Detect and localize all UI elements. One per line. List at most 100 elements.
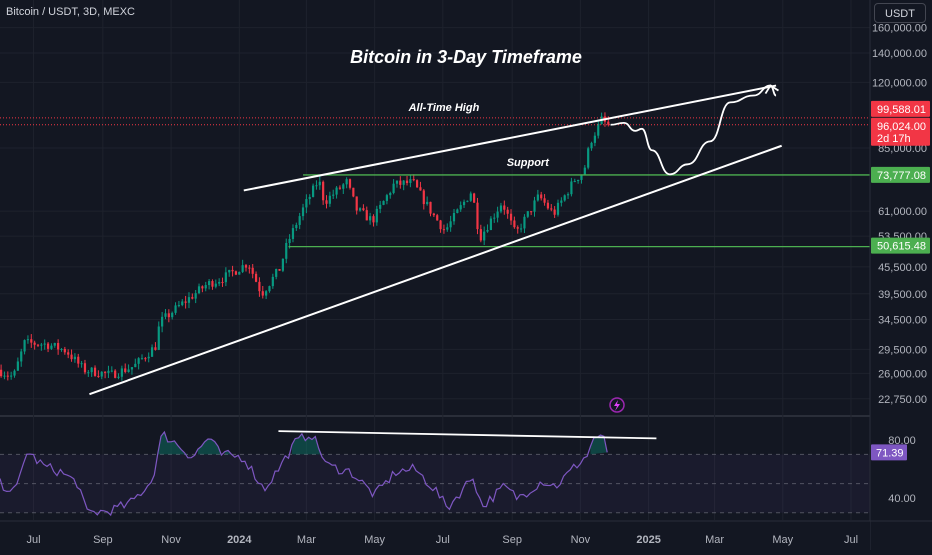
candle-body (450, 221, 452, 227)
candle-body (154, 347, 156, 350)
candle-body (379, 205, 381, 209)
time-tick-label: 2024 (227, 534, 252, 546)
rsi-tick-label: 40.00 (888, 493, 916, 505)
candle-body (57, 343, 59, 349)
price-tick-label: 39,500.00 (878, 289, 927, 301)
support-price-badge: 73,777.08 (871, 167, 930, 183)
candle-body (198, 286, 200, 293)
price-tick-label: 26,000.00 (878, 368, 927, 380)
candle-body (262, 291, 264, 295)
candle-body (138, 358, 140, 364)
candle-body (590, 143, 592, 148)
candle-body (473, 194, 475, 203)
candle-body (3, 376, 5, 377)
candle-body (386, 195, 388, 201)
candle-body (416, 180, 418, 187)
candle-body (242, 265, 244, 272)
price-tick-label: 160,000.00 (872, 23, 927, 35)
candle-body (305, 199, 307, 207)
candle-body (393, 184, 395, 193)
candle-body (188, 297, 190, 303)
time-tick-label: Nov (161, 534, 181, 546)
candle-body (567, 194, 569, 195)
candle-body (597, 124, 599, 136)
candle-body (510, 214, 512, 221)
candle-body (248, 268, 250, 269)
candle-body (490, 219, 492, 230)
candle-body (124, 368, 126, 372)
ath-price-badge-value: 99,588.01 (877, 104, 926, 116)
candle-body (265, 291, 267, 295)
candle-body (275, 269, 277, 277)
candle-body (322, 182, 324, 201)
time-tick-label: Jul (436, 534, 450, 546)
candle-body (64, 349, 66, 352)
price-tick-label: 34,500.00 (878, 315, 927, 327)
candle-body (369, 216, 371, 220)
candle-body (533, 200, 535, 211)
candle-body (503, 206, 505, 210)
candle-body (215, 284, 217, 287)
candle-body (131, 367, 133, 369)
candle-body (513, 221, 515, 228)
candle (238, 271, 240, 274)
candle-body (429, 202, 431, 214)
candle-body (540, 194, 542, 198)
candle-body (483, 232, 485, 241)
candle-body (255, 274, 257, 282)
candle-body (587, 148, 589, 167)
candle-body (37, 345, 39, 346)
candle-body (60, 349, 62, 350)
candle-body (486, 230, 488, 232)
candle-body (523, 217, 525, 229)
candle-body (205, 285, 207, 288)
candle-body (342, 184, 344, 188)
candle-body (309, 197, 311, 199)
candle-body (148, 357, 150, 359)
candle-body (436, 215, 438, 220)
candle-body (258, 282, 260, 291)
candle-body (359, 208, 361, 210)
candle-body (27, 339, 29, 340)
candle-body (497, 212, 499, 218)
candle-body (107, 371, 109, 373)
candle-body (54, 343, 56, 346)
candle-body (47, 344, 49, 349)
time-tick-label: Sep (93, 534, 113, 546)
candle-body (141, 358, 143, 359)
candle-body (580, 175, 582, 180)
candle-body (211, 281, 213, 287)
candle-body (366, 210, 368, 220)
candle-body (201, 286, 203, 288)
rsi-value-badge: 71.39 (871, 444, 907, 460)
candle-body (389, 193, 391, 195)
candle-body (335, 188, 337, 195)
candle-body (101, 372, 103, 377)
candle-body (329, 196, 331, 204)
last-price-badge-value: 96,024.00 (877, 121, 926, 133)
currency-button[interactable]: USDT (874, 3, 926, 23)
candle-body (161, 317, 163, 327)
candle-body (537, 194, 539, 200)
candle-body (346, 179, 348, 184)
candle-body (191, 297, 193, 299)
candle-body (419, 187, 421, 190)
candle-body (453, 213, 455, 221)
candle-body (302, 207, 304, 216)
candle-body (208, 281, 210, 285)
candle-body (560, 201, 562, 203)
candle-body (34, 343, 36, 345)
candle-body (134, 364, 136, 367)
low-price-badge-value: 50,615.48 (877, 241, 926, 253)
candle-body (423, 190, 425, 204)
candle-body (67, 352, 69, 354)
candle-body (235, 271, 237, 274)
candle-body (7, 376, 9, 377)
candle-body (409, 179, 411, 183)
candle-body (530, 211, 532, 212)
candle-body (399, 181, 401, 185)
price-tick-label: 22,750.00 (878, 394, 927, 406)
candle-body (104, 372, 106, 373)
candle-body (127, 369, 129, 372)
